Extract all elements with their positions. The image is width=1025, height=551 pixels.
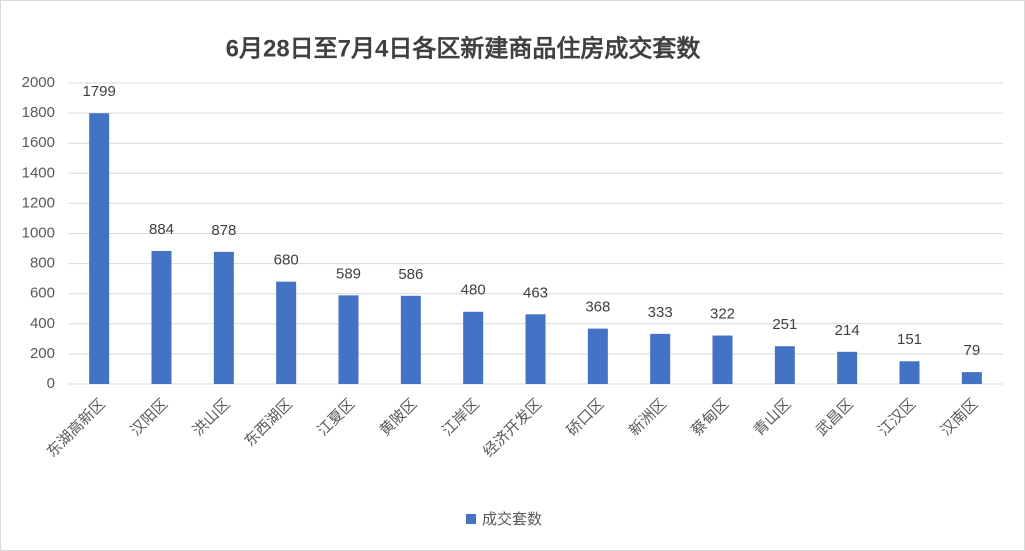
value-label: 878 bbox=[211, 222, 236, 239]
y-tick-label: 200 bbox=[30, 345, 55, 362]
bar bbox=[89, 113, 110, 385]
value-label: 333 bbox=[648, 304, 673, 321]
bar bbox=[650, 333, 671, 384]
bar bbox=[400, 295, 421, 384]
y-tick-label: 1200 bbox=[22, 194, 55, 211]
bar bbox=[712, 335, 733, 384]
bar bbox=[463, 311, 484, 384]
value-label: 680 bbox=[274, 252, 299, 269]
bar bbox=[837, 351, 858, 384]
legend-swatch bbox=[466, 514, 476, 524]
value-label: 586 bbox=[398, 266, 423, 283]
bar bbox=[525, 314, 546, 384]
bar bbox=[899, 361, 920, 384]
y-tick-label: 2000 bbox=[22, 74, 55, 91]
y-tick-label: 400 bbox=[30, 315, 55, 332]
value-label: 251 bbox=[772, 316, 797, 333]
value-label: 480 bbox=[461, 282, 486, 299]
bar bbox=[587, 328, 608, 384]
bar bbox=[213, 251, 234, 384]
y-tick-label: 1600 bbox=[22, 134, 55, 151]
bar bbox=[774, 346, 795, 384]
value-label: 322 bbox=[710, 306, 735, 323]
legend-label: 成交套数 bbox=[482, 510, 542, 528]
value-label: 79 bbox=[963, 342, 980, 359]
y-tick-label: 1800 bbox=[22, 104, 55, 121]
value-label: 1799 bbox=[82, 83, 115, 100]
y-tick-label: 800 bbox=[30, 255, 55, 272]
y-tick-label: 1400 bbox=[22, 164, 55, 181]
value-label: 463 bbox=[523, 284, 548, 301]
y-tick-label: 1000 bbox=[22, 224, 55, 241]
value-label: 368 bbox=[585, 299, 610, 316]
value-label: 589 bbox=[336, 265, 361, 282]
value-label: 151 bbox=[897, 331, 922, 348]
bar bbox=[961, 372, 982, 384]
bar bbox=[151, 250, 172, 384]
chart-title: 6月28日至7月4日各区新建商品住房成交套数 bbox=[226, 34, 702, 62]
y-tick-label: 600 bbox=[30, 285, 55, 302]
bar bbox=[276, 281, 297, 384]
bar bbox=[338, 295, 359, 384]
y-tick-label: 0 bbox=[47, 375, 55, 392]
value-label: 214 bbox=[835, 322, 860, 339]
value-label: 884 bbox=[149, 221, 174, 238]
